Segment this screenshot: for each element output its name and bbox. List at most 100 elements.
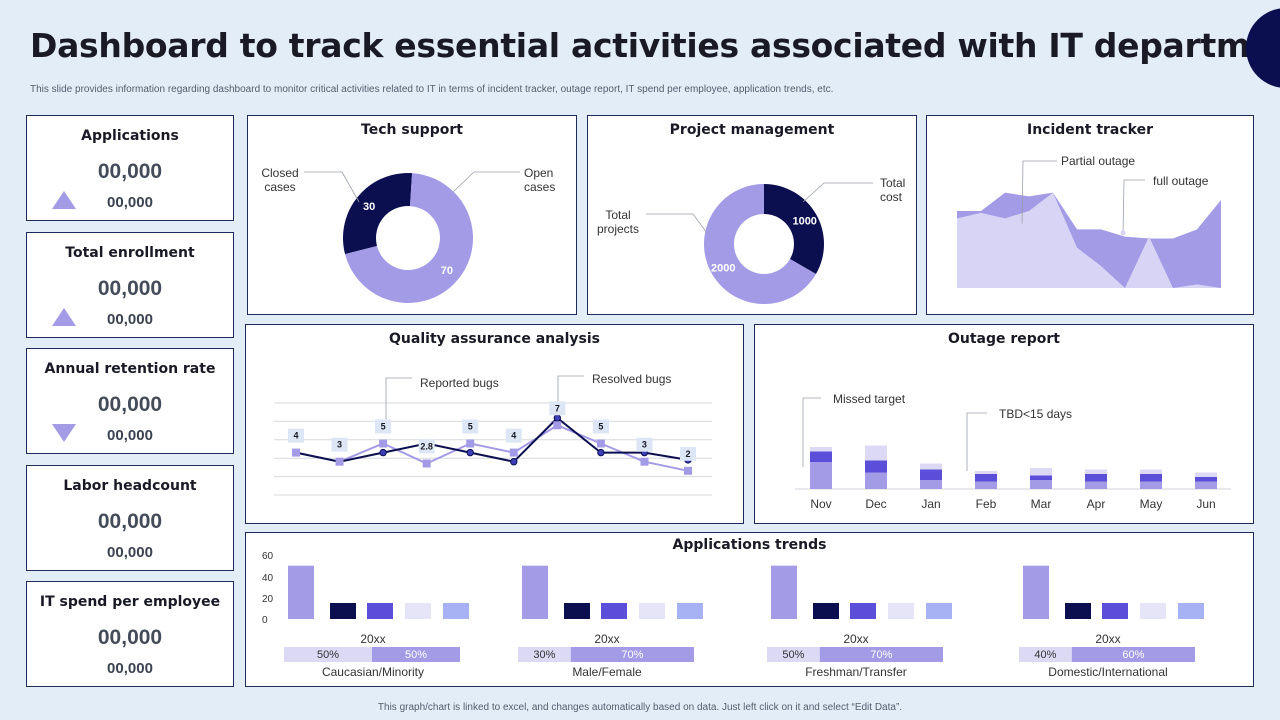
kpi-title: Annual retention rate: [44, 361, 216, 377]
panel-title: Tech support: [361, 122, 463, 138]
period-label: 20xx: [1095, 632, 1120, 646]
reported-bugs-value: 4: [293, 431, 298, 441]
outage-bar-segment: [865, 445, 887, 461]
reported-bugs-point: [684, 466, 692, 475]
panel-title: Incident tracker: [1027, 122, 1153, 138]
quality-assurance-panel: Quality assurance analysis Reported bugs…: [245, 324, 744, 524]
application-bar: [677, 603, 703, 619]
kpi-value: 00,000: [97, 626, 163, 649]
reported-bugs-value: 3: [337, 440, 342, 450]
resolved-bugs-line: [295, 416, 689, 463]
period-label: 20xx: [843, 632, 868, 646]
donut-slice: [764, 184, 824, 274]
full-outage-callout: [1122, 179, 1145, 234]
split-percent-label: 50%: [782, 649, 804, 661]
outage-bar-segment: [920, 469, 942, 480]
data-label-bg: [288, 428, 304, 443]
kpi-value: 00,000: [97, 393, 163, 416]
incident-tracker-area-chart: Partial outage full outage: [957, 154, 1221, 288]
category-label: Domestic/International: [1048, 665, 1167, 679]
reported-bugs-value: 5: [468, 422, 473, 432]
y-tick-label: 40: [262, 573, 274, 584]
x-tick-label: Mar: [1031, 497, 1052, 511]
reported-bugs-label: Reported bugs: [420, 376, 499, 390]
application-bar: [330, 603, 356, 619]
partial-outage-marker: [1019, 223, 1025, 229]
x-tick-label: Apr: [1087, 497, 1106, 511]
tech-support-donut-chart: 30 70: [304, 171, 520, 303]
kpi-card-annual-retention-rate: Annual retention rate 00,000 00,000: [26, 348, 234, 454]
resolved-bugs-point: [510, 458, 518, 466]
split-segment: [819, 647, 943, 662]
open-cases-callout: [452, 171, 520, 193]
donut-value-label: 30: [363, 201, 375, 213]
outage-bar-segment: [1030, 480, 1052, 489]
split-segment: [767, 647, 820, 662]
applications-trends-bar-chart: 60 40 20 0 20xx 50% 50% Caucasian/Minority 20xx 3…: [262, 551, 1204, 679]
panel-title: Project management: [669, 122, 835, 138]
application-bar: [813, 603, 839, 619]
outage-report-bar-chart: Missed target TBD<15 days Nov Dec Jan Feb Ma…: [795, 392, 1231, 511]
category-label: Freshman/Transfer: [805, 665, 907, 679]
outage-bar-segment: [1195, 472, 1217, 477]
outage-bar-segment: [1195, 477, 1217, 482]
reported-bugs-value: 7: [555, 403, 560, 413]
application-bar: [564, 603, 590, 619]
x-tick-label: Feb: [976, 497, 997, 511]
application-bar: [288, 565, 314, 619]
partial-outage-area: [957, 192, 1221, 288]
reported-bugs-line: [295, 424, 689, 472]
outage-bar-segment: [920, 463, 942, 470]
outage-bar-segment: [1085, 474, 1107, 482]
split-segment: [518, 647, 571, 662]
full-outage-label: full outage: [1153, 174, 1209, 188]
kpi-value: 00,000: [97, 277, 163, 300]
outage-bar-segment: [1140, 481, 1162, 489]
data-label-bg: [418, 439, 435, 454]
donut-value-label: 70: [441, 265, 453, 277]
reported-bugs-value: 2.8: [420, 442, 433, 452]
split-percent-label: 50%: [317, 649, 339, 661]
y-tick-label: 0: [262, 615, 268, 626]
data-label-bg: [331, 437, 348, 452]
outage-bar-segment: [1030, 468, 1052, 476]
kpi-sub-value: 00,000: [107, 311, 153, 328]
reported-bugs-value: 5: [598, 422, 603, 432]
kpi-card-applications: Applications 00,000 00,000: [26, 115, 234, 221]
x-tick-label: Dec: [865, 497, 886, 511]
split-percent-label: 30%: [533, 649, 555, 661]
kpi-sub-value: 00,000: [107, 660, 153, 677]
open-cases-label: Open cases: [524, 166, 556, 194]
missed-target-callout: [802, 397, 821, 467]
panel-title: Quality assurance analysis: [389, 331, 600, 347]
donut-slice: [343, 173, 413, 255]
closed-cases-callout: [304, 171, 360, 203]
split-percent-label: 50%: [405, 649, 427, 661]
partial-outage-label: Partial outage: [1061, 154, 1135, 168]
data-label-bg: [636, 437, 653, 452]
reported-bugs-point: [509, 448, 518, 457]
category-label: Caucasian/Minority: [322, 665, 424, 679]
application-bar: [850, 603, 876, 619]
data-label-bg: [680, 446, 696, 461]
tbd-callout: [966, 412, 987, 471]
application-bar: [601, 603, 627, 619]
total-projects-label: Total projects: [596, 208, 640, 236]
split-segment: [570, 647, 694, 662]
outage-bar-segment: [1195, 481, 1217, 489]
split-segment: [284, 647, 372, 662]
x-tick-label: Nov: [810, 497, 831, 511]
split-percent-label: 60%: [1122, 649, 1144, 661]
outage-bar-segment: [865, 460, 887, 473]
full-outage-marker: [1120, 230, 1126, 236]
application-bar: [1140, 603, 1166, 619]
reported-bugs-point: [596, 439, 605, 448]
y-tick-label: 60: [262, 551, 274, 562]
split-segment: [1071, 647, 1195, 662]
donut-value-label: 1000: [792, 216, 816, 228]
tech-support-panel: Tech support 30 70 Closed cases Open case…: [247, 115, 577, 315]
data-label-bg: [592, 419, 609, 434]
period-label: 20xx: [360, 632, 385, 646]
kpi-title: Total enrollment: [65, 245, 195, 261]
applications-trends-panel: Applications trends 60 40 20 0 20xx 50% 50% Cau…: [245, 532, 1254, 687]
